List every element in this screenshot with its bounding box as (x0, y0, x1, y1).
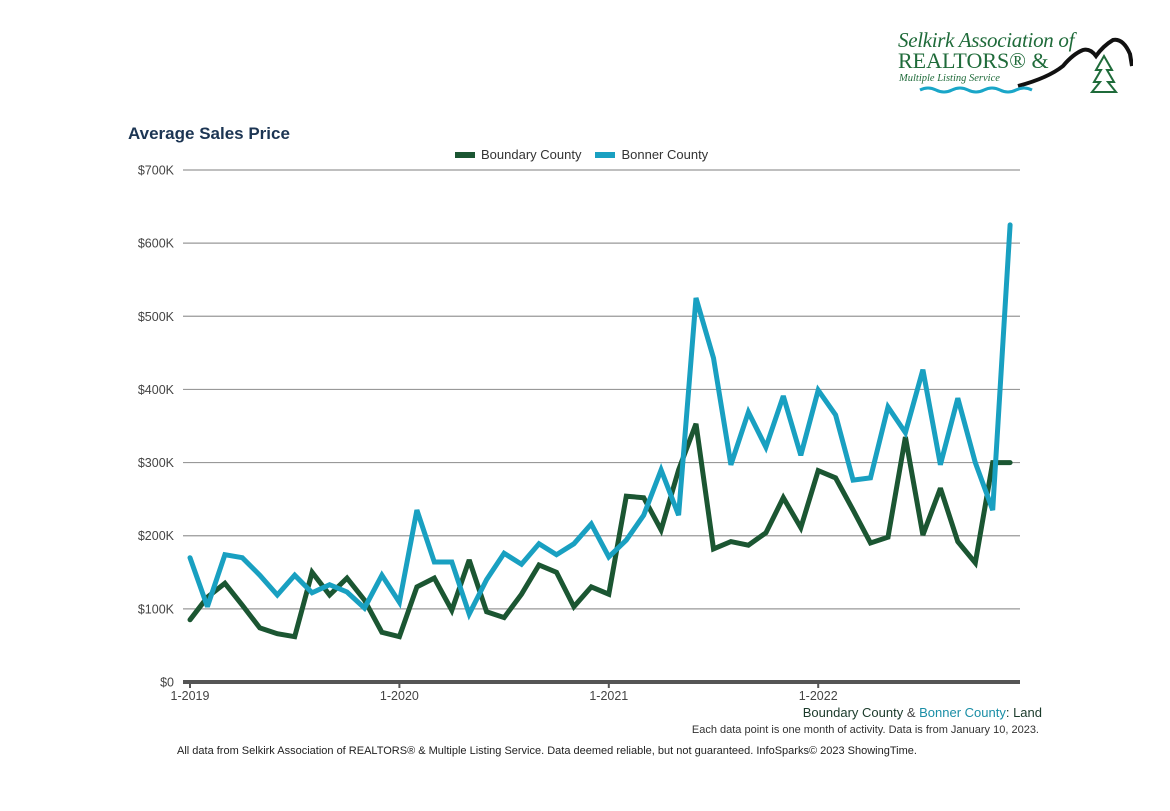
caption-boundary: Boundary County (802, 705, 904, 720)
chart-legend: Boundary County Bonner County (455, 147, 708, 162)
selkirk-logo: Selkirk Association of REALTORS® & Multi… (898, 26, 1133, 98)
series-line-boundary-county (187, 422, 1013, 640)
x-axis: 1-2019 1-2020 1-2021 1-2022 (171, 680, 1020, 703)
y-tick-label: $700K (138, 164, 175, 178)
chart-subcaption: Boundary County & Bonner County: Land (803, 705, 1042, 720)
y-tick-label: $600K (138, 237, 175, 251)
logo-line-2: REALTORS® & (898, 48, 1049, 73)
chart-title: Average Sales Price (128, 124, 290, 143)
series-lines (187, 222, 1013, 640)
legend-item-bonner: Bonner County (595, 147, 708, 162)
y-tick-label: $100K (138, 602, 175, 616)
y-tick-label: $0 (160, 676, 174, 690)
legend-swatch-boundary (455, 151, 475, 158)
gridlines (183, 169, 1020, 610)
series-line-bonner-county (187, 222, 1013, 621)
y-tick-label: $200K (138, 529, 175, 543)
footer-disclaimer: All data from Selkirk Association of REA… (177, 745, 917, 757)
caption-amp: & (903, 705, 920, 720)
x-tick-label: 1-2022 (799, 689, 838, 703)
legend-label-bonner: Bonner County (621, 147, 709, 162)
x-tick-label: 1-2019 (171, 689, 210, 703)
y-tick-label: $500K (138, 310, 175, 324)
legend-label-boundary: Boundary County (481, 147, 582, 162)
x-tick-label: 1-2020 (380, 689, 419, 703)
logo-line-1: Selkirk Association of (898, 28, 1075, 52)
x-tick-label: 1-2021 (589, 689, 628, 703)
legend-item-boundary: Boundary County (455, 147, 581, 162)
caption-bonner: Bonner County (919, 705, 1006, 720)
logo-line-3: Multiple Listing Service (899, 73, 1000, 84)
data-note: Each data point is one month of activity… (691, 724, 1039, 736)
y-tick-label: $400K (138, 383, 175, 397)
caption-suffix: : Land (1005, 705, 1042, 720)
legend-swatch-bonner (595, 151, 616, 158)
y-axis-ticks: $0 $100K $200K $300K $400K $500K $600K $700K (138, 164, 175, 690)
y-tick-label: $300K (138, 456, 175, 470)
mountain-tree-logo-icon (919, 37, 1133, 94)
